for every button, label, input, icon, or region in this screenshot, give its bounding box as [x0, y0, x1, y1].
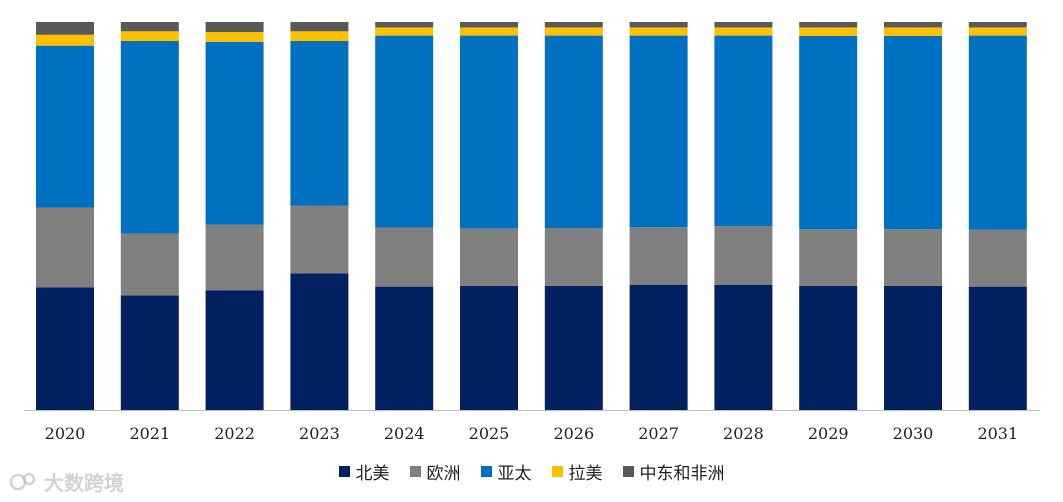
legend-swatch-europe [409, 466, 421, 477]
legend-item-asia-pacific: 亚太 [480, 459, 532, 484]
bar-segment-middle-east-africa-2027 [629, 22, 688, 28]
x-tick-labels: 2020 2021 2022 2023 2024 2025 2026 2027 2028 2029… [45, 424, 1019, 443]
bar-segment-middle-east-africa-2031 [968, 22, 1027, 28]
bar-segment-north-america-2021 [120, 295, 179, 410]
bars-group [36, 22, 1027, 410]
bar-segment-europe-2026 [544, 228, 603, 286]
bar-segment-middle-east-africa-2023 [290, 22, 349, 32]
legend-swatch-asia-pacific [480, 466, 492, 477]
legend-label-middle-east-africa: 中东和非洲 [639, 464, 725, 484]
bar-segment-middle-east-africa-2020 [36, 22, 94, 35]
bar-segment-north-america-2029 [799, 285, 858, 410]
bar-segment-latin-america-2025 [460, 27, 518, 36]
bar-segment-north-america-2030 [884, 285, 942, 410]
legend-label-europe: 欧洲 [426, 464, 461, 484]
bar-segment-north-america-2025 [460, 285, 518, 410]
bar-segment-europe-2031 [968, 229, 1027, 287]
bar-segment-north-america-2020 [36, 287, 94, 410]
legend-swatch-north-america [338, 466, 350, 477]
bar-segment-middle-east-africa-2024 [375, 22, 434, 28]
bar-segment-europe-2025 [460, 228, 518, 286]
x-tick-label-2023: 2023 [299, 424, 340, 443]
bar-segment-latin-america-2028 [714, 27, 773, 36]
legend-label-north-america: 北美 [355, 464, 390, 484]
legend-swatch-latin-america [551, 466, 563, 477]
bar-segment-north-america-2023 [290, 273, 349, 410]
bar-segment-europe-2029 [799, 229, 858, 286]
bar-segment-europe-2023 [290, 205, 349, 274]
bar-segment-asia-pacific-2028 [714, 35, 773, 227]
legend-item-europe: 欧洲 [409, 459, 461, 484]
x-tick-label-2025: 2025 [469, 424, 510, 443]
x-tick-label-2020: 2020 [45, 424, 86, 443]
bar-segment-asia-pacific-2021 [120, 41, 179, 234]
bar-segment-middle-east-africa-2021 [120, 22, 179, 32]
bar-segment-middle-east-africa-2026 [544, 22, 603, 28]
legend: 北美 欧洲 亚太 拉美 中东和非洲 [0, 459, 1063, 484]
bar-segment-latin-america-2022 [205, 32, 264, 42]
bar-segment-north-america-2024 [375, 286, 434, 410]
bar-segment-north-america-2028 [714, 284, 773, 410]
bar-segment-latin-america-2031 [968, 27, 1027, 36]
x-tick-label-2026: 2026 [553, 424, 594, 443]
bar-segment-europe-2030 [884, 229, 942, 286]
x-tick-label-2030: 2030 [893, 424, 934, 443]
legend-item-north-america: 北美 [338, 459, 390, 484]
bar-segment-europe-2020 [36, 207, 94, 288]
bar-segment-latin-america-2020 [36, 34, 94, 46]
bar-segment-north-america-2031 [968, 286, 1027, 410]
bar-segment-latin-america-2021 [120, 31, 179, 42]
x-tick-label-2028: 2028 [723, 424, 764, 443]
bar-segment-asia-pacific-2023 [290, 41, 349, 206]
watermark-text: 大数跨境 [44, 471, 124, 495]
x-tick-label-2021: 2021 [129, 424, 170, 443]
x-tick-label-2029: 2029 [808, 424, 849, 443]
bar-segment-europe-2027 [629, 227, 688, 285]
bar-segment-latin-america-2026 [544, 27, 603, 36]
bar-segment-asia-pacific-2029 [799, 35, 858, 230]
bar-segment-latin-america-2027 [629, 27, 688, 36]
bar-segment-middle-east-africa-2025 [460, 22, 518, 28]
x-tick-label-2031: 2031 [977, 424, 1018, 443]
bar-segment-asia-pacific-2024 [375, 35, 434, 228]
bar-segment-asia-pacific-2031 [968, 35, 1027, 230]
legend-label-latin-america: 拉美 [568, 464, 603, 484]
x-tick-label-2027: 2027 [638, 424, 679, 443]
bar-segment-latin-america-2030 [884, 27, 942, 36]
bar-segment-europe-2021 [120, 233, 179, 296]
watermark-logo-icon [9, 472, 36, 490]
legend-item-middle-east-africa: 中东和非洲 [622, 459, 725, 484]
legend-swatch-middle-east-africa [622, 466, 634, 477]
bar-segment-asia-pacific-2022 [205, 41, 264, 225]
x-tick-label-2024: 2024 [384, 424, 425, 443]
bar-segment-north-america-2026 [544, 285, 603, 410]
bar-segment-asia-pacific-2030 [884, 35, 942, 230]
watermark: 大数跨境 [8, 467, 124, 496]
bar-segment-asia-pacific-2025 [460, 35, 518, 229]
bar-segment-middle-east-africa-2030 [884, 22, 942, 28]
bar-segment-latin-america-2029 [799, 27, 858, 36]
bar-segment-latin-america-2023 [290, 31, 349, 42]
x-tick-label-2022: 2022 [214, 424, 255, 443]
legend-label-asia-pacific: 亚太 [497, 464, 532, 484]
bar-segment-europe-2028 [714, 226, 773, 285]
legend-item-latin-america: 拉美 [551, 459, 603, 484]
bar-segment-middle-east-africa-2029 [799, 22, 858, 28]
bar-segment-asia-pacific-2020 [36, 45, 94, 208]
bar-segment-north-america-2027 [629, 284, 688, 410]
bar-segment-asia-pacific-2026 [544, 35, 603, 229]
bar-segment-north-america-2022 [205, 290, 264, 410]
bar-segment-europe-2024 [375, 227, 434, 287]
bar-segment-asia-pacific-2027 [629, 35, 688, 228]
bar-segment-middle-east-africa-2022 [205, 22, 264, 33]
bar-segment-middle-east-africa-2028 [714, 22, 773, 28]
bar-segment-europe-2022 [205, 224, 264, 291]
bar-segment-latin-america-2024 [375, 27, 434, 36]
